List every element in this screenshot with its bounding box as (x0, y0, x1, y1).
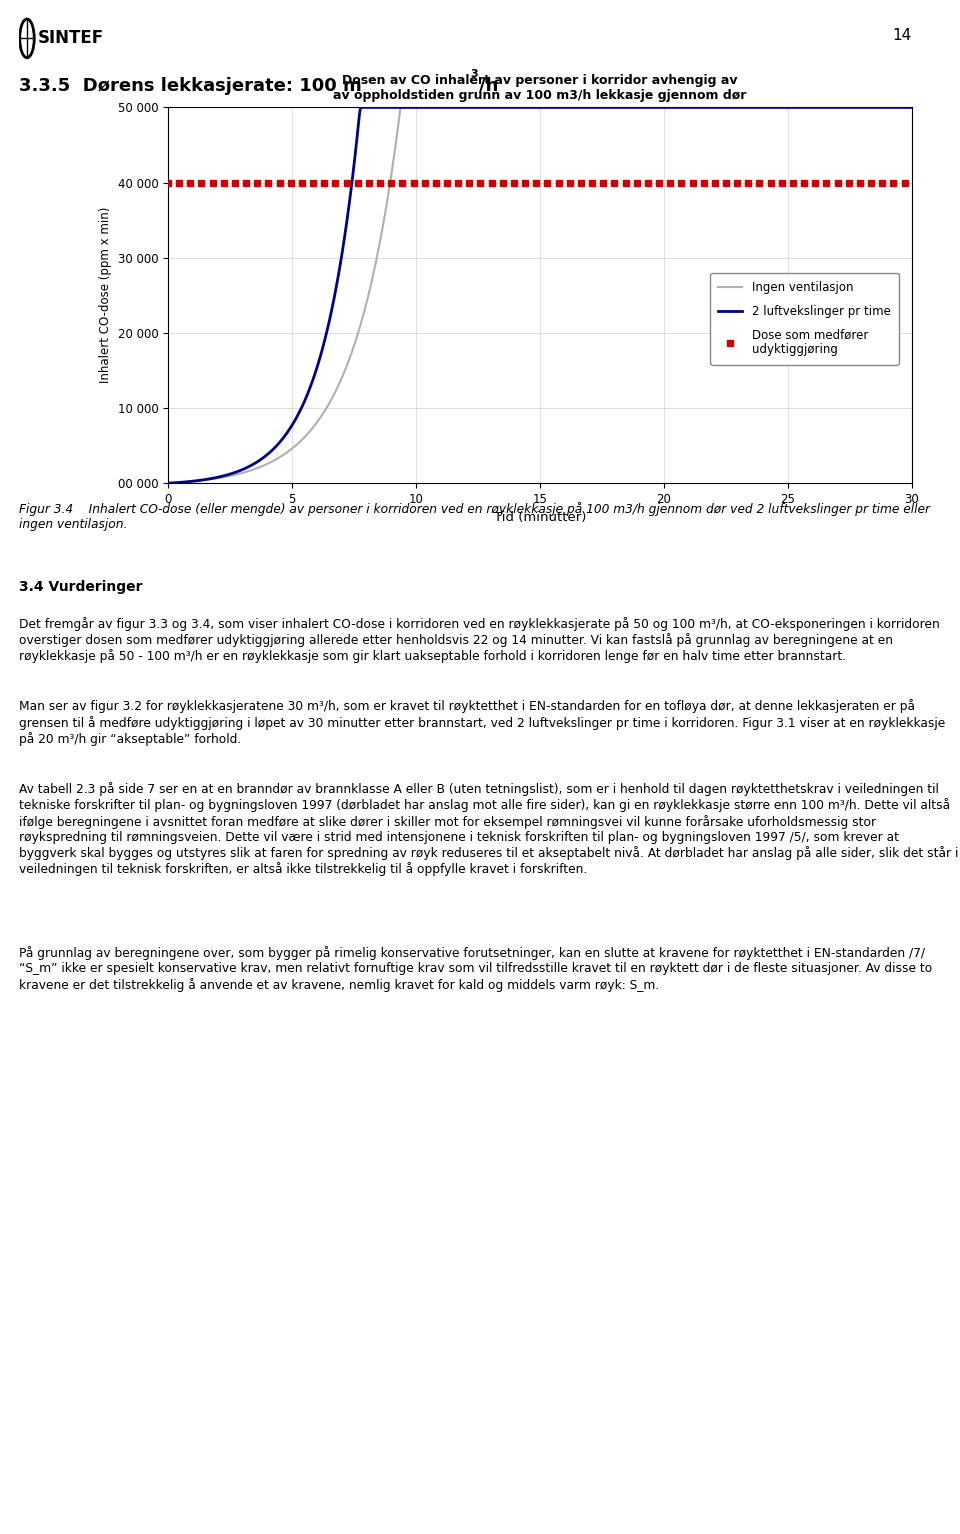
X-axis label: Tid (minutter): Tid (minutter) (493, 511, 587, 525)
Text: Av tabell 2.3 på side 7 ser en at en branndør av brannklasse A eller B (uten tet: Av tabell 2.3 på side 7 ser en at en bra… (19, 782, 959, 876)
Text: 3.4 Vurderinger: 3.4 Vurderinger (19, 580, 143, 594)
Text: 3: 3 (470, 69, 478, 80)
Text: 3.3.5  Dørens lekkasjerate: 100 m: 3.3.5 Dørens lekkasjerate: 100 m (19, 77, 362, 95)
Text: Man ser av figur 3.2 for røyklekkasjeratene 30 m³/h, som er kravet til røyktetth: Man ser av figur 3.2 for røyklekkasjerat… (19, 700, 946, 746)
Title: Dosen av CO inhalert av personer i korridor avhengig av
av oppholdstiden grunn a: Dosen av CO inhalert av personer i korri… (333, 74, 747, 103)
Text: 14: 14 (893, 28, 912, 43)
Text: På grunnlag av beregningene over, som bygger på rimelig konservative forutsetnin: På grunnlag av beregningene over, som by… (19, 946, 932, 991)
Text: Det fremgår av figur 3.3 og 3.4, som viser inhalert CO-dose i korridoren ved en : Det fremgår av figur 3.3 og 3.4, som vis… (19, 617, 940, 663)
Legend: Ingen ventilasjon, 2 luftvekslinger pr time, Dose som medfører
udyktiggjøring: Ingen ventilasjon, 2 luftvekslinger pr t… (710, 273, 899, 365)
Y-axis label: Inhalert CO-dose (ppm x min): Inhalert CO-dose (ppm x min) (99, 207, 112, 384)
Text: SINTEF: SINTEF (38, 29, 105, 48)
Text: Figur 3.4    Inhalert CO-dose (eller mengde) av personer i korridoren ved en røy: Figur 3.4 Inhalert CO-dose (eller mengde… (19, 502, 930, 531)
Text: /h: /h (479, 77, 498, 95)
